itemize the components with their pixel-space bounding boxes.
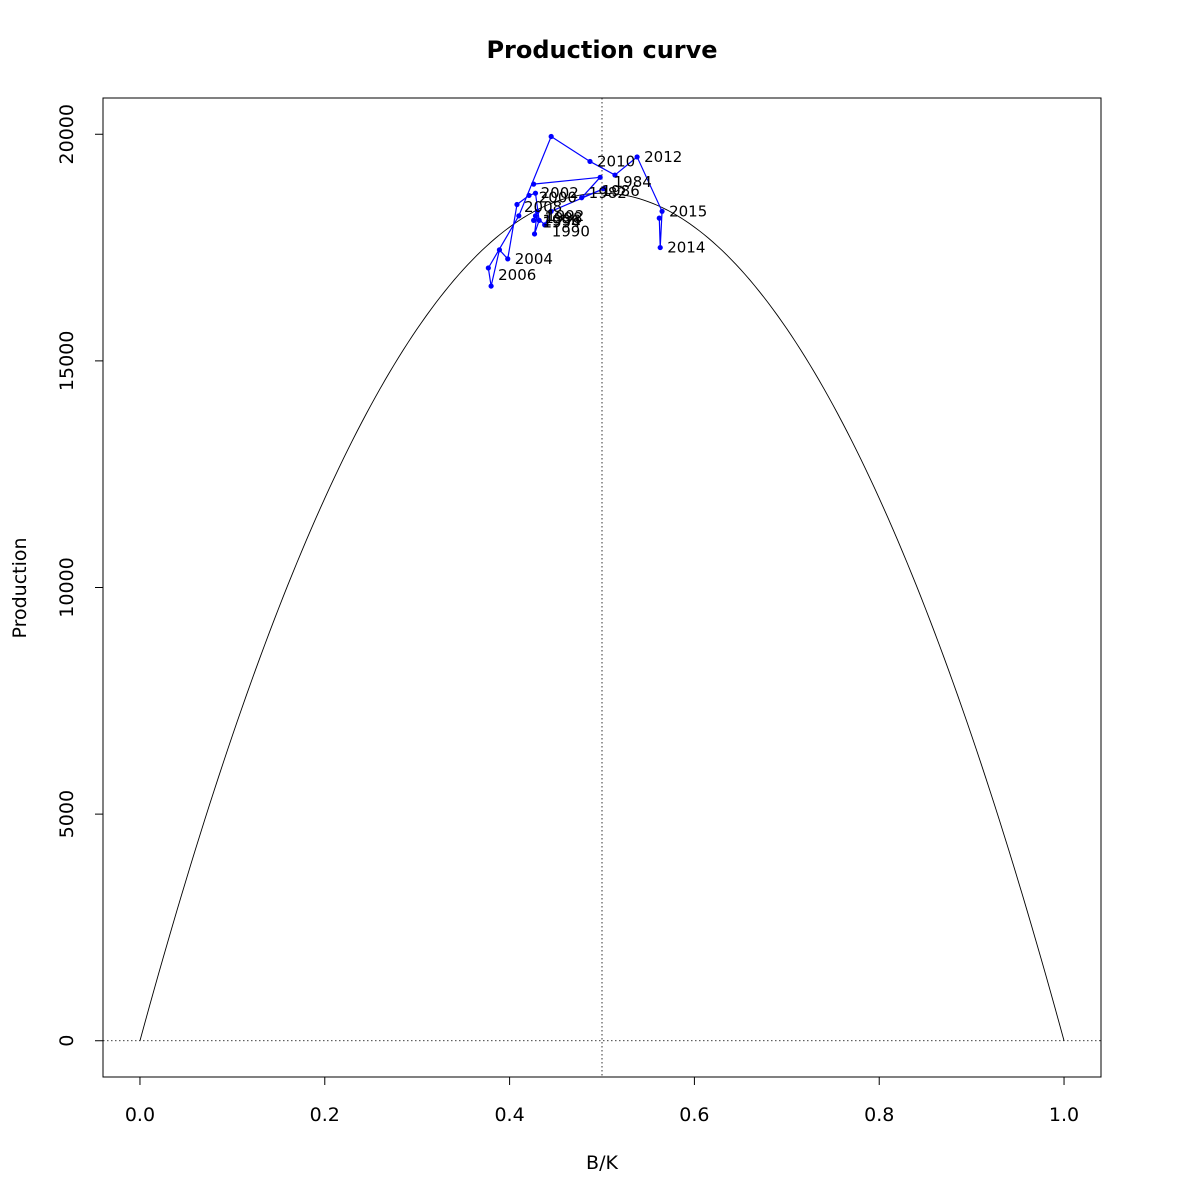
trajectory-point [587, 158, 593, 165]
year-label: 1994 [542, 214, 580, 232]
trajectory-point [659, 208, 665, 214]
year-label: 1984 [614, 173, 652, 191]
production-curve [139, 192, 1065, 1041]
trajectory-point [488, 283, 494, 289]
y-axis-label: Production [9, 537, 31, 638]
trajectory-point [514, 201, 520, 208]
trajectory-point [532, 213, 539, 219]
trajectory-point [548, 208, 554, 214]
year-label: 2010 [597, 152, 635, 170]
y-tick-label: 0 [56, 1035, 78, 1047]
x-tick-label: 0.2 [310, 1104, 340, 1126]
x-tick-label: 1.0 [1049, 1104, 1079, 1126]
y-tick-label: 5000 [56, 790, 78, 838]
trajectory-point [548, 133, 554, 140]
year-label: 2004 [515, 250, 553, 268]
chart-title: Production curve [486, 36, 717, 64]
trajectory-point [657, 244, 663, 251]
trajectory-point [579, 195, 585, 201]
y-tick-label: 10000 [56, 557, 78, 617]
trajectory-point [532, 190, 539, 196]
year-label: 1990 [552, 223, 590, 241]
trajectory-point [531, 217, 537, 223]
trajectory-point [531, 181, 537, 187]
trajectory-point [485, 265, 491, 271]
trajectory-point [542, 222, 548, 228]
reference-lines [103, 98, 1101, 1077]
trajectory-point [634, 154, 640, 160]
trajectory-point [656, 215, 662, 221]
year-label: 1992 [546, 207, 584, 225]
trajectory-point [531, 231, 538, 237]
trajectory-point [534, 208, 540, 214]
x-tick-label: 0.0 [125, 1104, 155, 1126]
year-label: 2014 [667, 239, 705, 257]
trajectory-point [505, 256, 511, 262]
year-label: 2015 [669, 202, 707, 220]
x-axis-label: B/K [586, 1152, 618, 1174]
data-series [485, 133, 665, 289]
trajectory-point [597, 174, 603, 180]
year-label: 1986 [602, 182, 640, 200]
year-label: 2008 [524, 198, 562, 216]
year-label: 1998 [544, 209, 582, 227]
x-tick-label: 0.4 [494, 1104, 524, 1126]
y-tick-label: 15000 [56, 331, 78, 391]
year-label: 2000 [539, 189, 577, 207]
year-label: 1982 [589, 184, 627, 202]
trajectory-point [601, 186, 607, 192]
year-label: 2012 [644, 148, 682, 166]
year-label: 2006 [498, 266, 536, 284]
axes: 0.0 0.2 0.4 0.6 0.8 1.0 0 5000 10000 15000 20000 [56, 104, 1079, 1126]
x-tick-label: 0.8 [864, 1104, 894, 1126]
year-label: 1996 [542, 211, 580, 229]
year-label: 2002 [541, 184, 579, 202]
y-tick-label: 20000 [56, 104, 78, 164]
production-curve-line [139, 192, 1065, 1041]
trajectory-point [516, 213, 522, 219]
trajectory-point [536, 217, 542, 223]
x-tick-label: 0.6 [679, 1104, 709, 1126]
trajectory-point [526, 192, 532, 199]
trajectory-point [496, 247, 503, 253]
trajectory-point [612, 172, 618, 178]
